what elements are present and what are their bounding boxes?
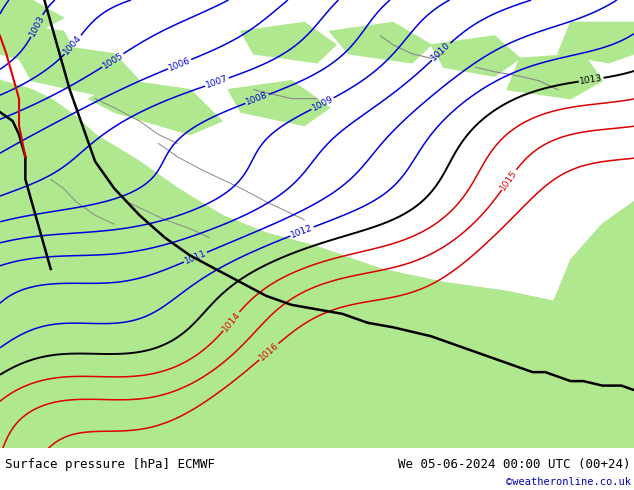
Text: 1011: 1011 [183,248,208,266]
Text: 1016: 1016 [257,341,280,363]
Text: 1009: 1009 [310,94,335,113]
Text: 1003: 1003 [27,14,46,38]
Text: 1006: 1006 [167,56,192,73]
Text: 1010: 1010 [430,41,453,63]
Text: We 05-06-2024 00:00 UTC (00+24): We 05-06-2024 00:00 UTC (00+24) [398,458,631,471]
Text: ©weatheronline.co.uk: ©weatheronline.co.uk [506,477,631,487]
Text: Surface pressure [hPa] ECMWF: Surface pressure [hPa] ECMWF [5,458,215,471]
Polygon shape [228,81,330,125]
Text: 1014: 1014 [221,310,242,333]
Polygon shape [539,202,634,448]
Text: 1007: 1007 [205,74,230,90]
Text: 1015: 1015 [498,168,519,192]
Polygon shape [89,81,222,134]
Polygon shape [558,23,634,63]
Text: 1013: 1013 [579,74,603,86]
Polygon shape [241,23,336,63]
Polygon shape [507,54,602,98]
Text: 1008: 1008 [245,91,269,107]
Polygon shape [0,81,634,448]
Text: 1005: 1005 [101,50,125,71]
Text: 1012: 1012 [290,223,314,240]
Polygon shape [19,45,139,98]
Polygon shape [0,23,76,67]
Text: 1004: 1004 [62,33,84,56]
Polygon shape [0,0,63,31]
Polygon shape [431,36,520,76]
Polygon shape [0,81,95,215]
Polygon shape [330,23,431,63]
